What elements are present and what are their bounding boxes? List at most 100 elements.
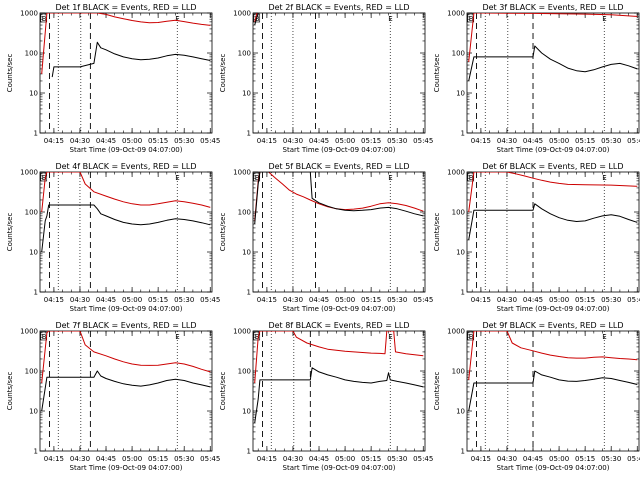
end-marker-label: E (388, 174, 392, 182)
x-tick-label: 05:30 (387, 137, 407, 145)
x-tick-label: 05:00 (122, 455, 142, 463)
plot-frame (252, 171, 426, 293)
begin-marker-label: B (255, 174, 260, 182)
y-axis-label: Counts/sec (6, 54, 14, 93)
y-tick-label: 100 (238, 209, 251, 217)
x-tick-label: 04:30 (283, 137, 303, 145)
x-tick-label: 04:15 (44, 296, 64, 304)
plot-frame (466, 330, 640, 452)
x-tick-label: 05:00 (335, 137, 355, 145)
series-group (254, 331, 424, 424)
x-tick-label: 04:15 (257, 137, 277, 145)
x-tick-label: 05:30 (174, 137, 194, 145)
lld-series-line (254, 331, 424, 384)
x-tick-label: 05:45 (413, 296, 433, 304)
x-tick-label: 04:15 (44, 455, 64, 463)
y-axis-label: Counts/sec (433, 372, 441, 411)
y-axis-label: Counts/sec (6, 213, 14, 252)
y-axis-label: Counts/sec (219, 54, 227, 93)
x-tick-label: 05:30 (387, 455, 407, 463)
y-tick-label: 10 (242, 249, 251, 257)
panel-title: Det 2f BLACK = Events, RED = LLD (268, 3, 409, 12)
y-tick-label: 100 (452, 50, 465, 58)
y-tick-label: 100 (25, 209, 38, 217)
x-tick-label: 05:00 (335, 455, 355, 463)
y-tick-label: 1 (247, 289, 251, 297)
detector-panel: Det 9f BLACK = Events, RED = LLD 1 10 100 10… (433, 321, 640, 472)
panel-title: Det 8f BLACK = Events, RED = LLD (268, 321, 409, 330)
series-group (41, 172, 211, 253)
plot-frame (39, 330, 213, 452)
end-marker-label: E (602, 333, 606, 341)
y-tick-label: 1 (34, 448, 38, 456)
begin-marker-label: B (469, 174, 474, 182)
lld-series-line (41, 13, 211, 74)
x-tick-label: 04:45 (309, 137, 329, 145)
x-tick-label: 04:45 (523, 296, 543, 304)
x-tick-label: 04:45 (96, 137, 116, 145)
series-group (41, 331, 211, 412)
y-tick-label: 1000 (447, 10, 465, 18)
x-tick-label: 05:30 (601, 137, 621, 145)
x-tick-label: 05:45 (627, 296, 640, 304)
y-tick-label: 100 (452, 209, 465, 217)
x-tick-label: 05:15 (575, 455, 595, 463)
y-tick-label: 1 (461, 130, 465, 138)
x-tick-label: 05:30 (387, 296, 407, 304)
series-group (468, 13, 638, 82)
detector-panel: Det 1f BLACK = Events, RED = LLD 1 10 100 10… (6, 3, 220, 154)
x-axis-label: Start Time (09-Oct-09 04:07:00) (70, 464, 183, 472)
y-axis-label: Counts/sec (219, 213, 227, 252)
x-tick-label: 05:15 (148, 455, 168, 463)
x-tick-label: 04:15 (44, 137, 64, 145)
x-tick-label: 04:30 (70, 296, 90, 304)
end-marker-label: E (388, 333, 392, 341)
x-axis-label: Start Time (09-Oct-09 04:07:00) (283, 146, 396, 154)
detector-panel: Det 6f BLACK = Events, RED = LLD 1 10 100 10… (433, 162, 640, 313)
detector-panel: Det 5f BLACK = Events, RED = LLD 1 10 100 10… (219, 162, 433, 313)
begin-marker-label: B (42, 174, 47, 182)
x-tick-label: 04:15 (471, 296, 491, 304)
x-axis-label: Start Time (09-Oct-09 04:07:00) (497, 305, 610, 313)
x-tick-label: 04:45 (96, 455, 116, 463)
x-axis-label: Start Time (09-Oct-09 04:07:00) (70, 146, 183, 154)
lld-series-line (468, 172, 638, 213)
panel-title: Det 5f BLACK = Events, RED = LLD (268, 162, 409, 171)
begin-marker-label: B (255, 333, 260, 341)
detector-panel: Det 8f BLACK = Events, RED = LLD 1 10 100 10… (219, 321, 433, 472)
x-tick-label: 05:45 (627, 137, 640, 145)
y-tick-label: 1000 (20, 328, 38, 336)
series-group (254, 172, 424, 225)
x-tick-label: 04:45 (96, 296, 116, 304)
y-axis-label: Counts/sec (433, 213, 441, 252)
x-tick-label: 04:45 (309, 455, 329, 463)
lld-series-line (41, 172, 211, 213)
series-group (468, 172, 638, 241)
y-axis-label: Counts/sec (219, 372, 227, 411)
x-axis-label: Start Time (09-Oct-09 04:07:00) (283, 305, 396, 313)
begin-marker-label: B (42, 333, 47, 341)
x-tick-label: 04:45 (523, 137, 543, 145)
end-marker-label: E (175, 15, 179, 23)
y-tick-label: 10 (242, 408, 251, 416)
x-tick-label: 05:45 (200, 137, 220, 145)
x-tick-label: 05:15 (148, 137, 168, 145)
panel-title: Det 1f BLACK = Events, RED = LLD (55, 3, 196, 12)
plot-frame (39, 171, 213, 293)
plot-frame (252, 330, 426, 452)
begin-marker-label: B (469, 15, 474, 23)
y-tick-label: 100 (238, 368, 251, 376)
y-tick-label: 1 (34, 130, 38, 138)
events-series-line (254, 367, 424, 424)
y-tick-label: 10 (456, 249, 465, 257)
end-marker-label: E (602, 15, 606, 23)
x-tick-label: 05:00 (122, 296, 142, 304)
panel-title: Det 3f BLACK = Events, RED = LLD (482, 3, 623, 12)
begin-marker-box (40, 172, 48, 182)
y-tick-label: 1000 (20, 169, 38, 177)
series-group (41, 13, 211, 78)
y-tick-label: 10 (29, 408, 38, 416)
begin-marker-label: B (255, 15, 260, 23)
x-tick-label: 05:45 (413, 455, 433, 463)
